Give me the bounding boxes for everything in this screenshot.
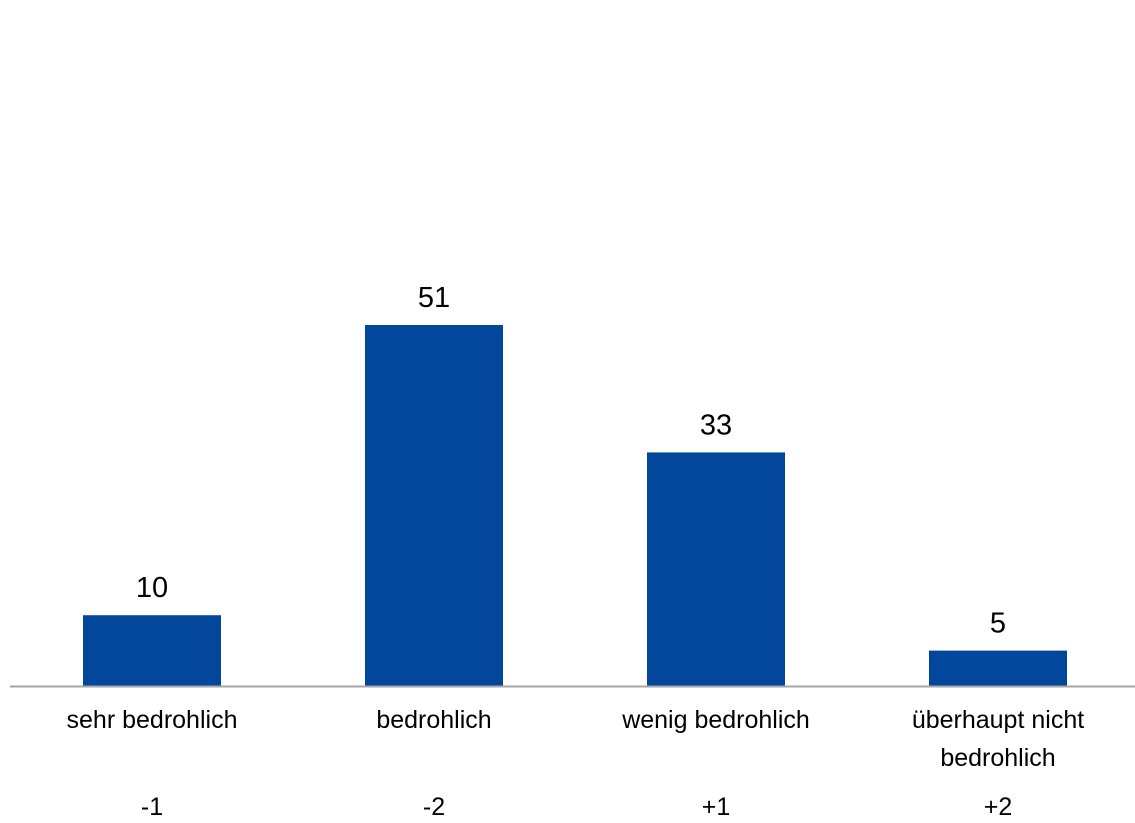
category-label-3: wenig bedrohlich (621, 706, 810, 734)
category-label-line: bedrohlich (376, 706, 491, 734)
bar-1 (83, 615, 221, 686)
bar-3 (647, 452, 785, 686)
data-label-4: 5 (990, 608, 1006, 640)
score-label-4: +2 (984, 793, 1013, 821)
score-label-1: -1 (141, 793, 163, 821)
category-label-line: sehr bedrohlich (67, 706, 238, 734)
score-label-3: +1 (702, 793, 731, 821)
bar-4 (929, 650, 1067, 686)
category-labels-group: sehr bedrohlich bedrohlich wenig bedrohlic… (67, 706, 1085, 772)
category-label-line: wenig bedrohlich (621, 706, 810, 734)
score-label-2: -2 (423, 793, 445, 821)
category-label-1: sehr bedrohlich (67, 706, 238, 734)
category-label-line: bedrohlich (940, 744, 1055, 772)
data-labels-group: 10 51 33 5 (136, 282, 1006, 640)
data-label-2: 51 (418, 282, 450, 314)
data-label-3: 33 (700, 409, 732, 441)
score-labels-group: -1 -2 +1 +2 (141, 793, 1012, 821)
category-label-2: bedrohlich (376, 706, 491, 734)
category-label-4: überhaupt nicht bedrohlich (912, 706, 1084, 772)
data-label-1: 10 (136, 572, 168, 604)
bars-group (83, 325, 1067, 686)
category-label-line: überhaupt nicht (912, 706, 1084, 734)
bar-2 (365, 325, 503, 686)
